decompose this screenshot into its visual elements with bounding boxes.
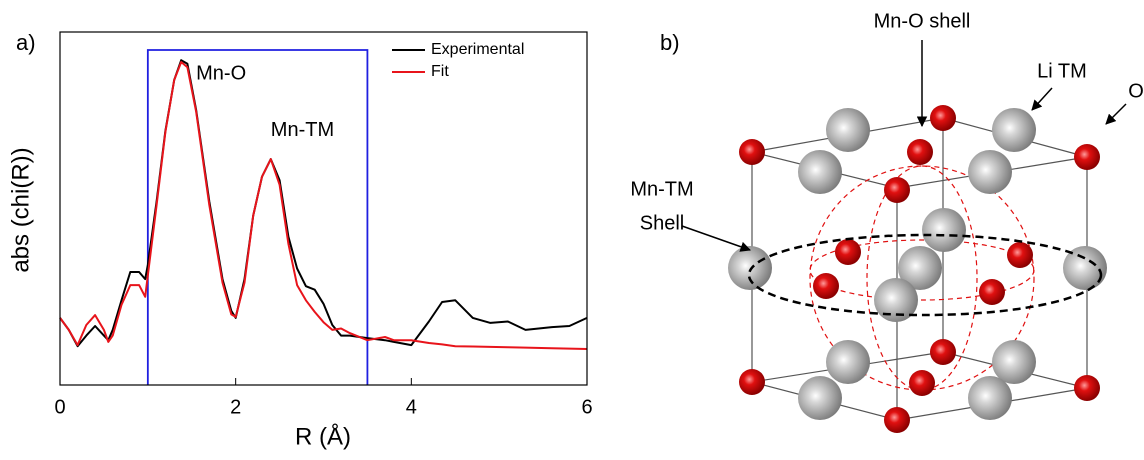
x-tick-label: 6 xyxy=(581,396,592,418)
arrows xyxy=(681,40,1127,252)
y-axis-label: abs (chi(R)) xyxy=(7,147,34,272)
legend-label: Experimental xyxy=(431,41,524,58)
panel-label: a) xyxy=(16,30,36,55)
series-line xyxy=(59,61,588,350)
panel-label: b) xyxy=(660,30,680,55)
label-o: O xyxy=(1128,80,1144,102)
label-shell: Shell xyxy=(640,212,684,234)
plot-frame xyxy=(59,31,588,386)
annotation: Mn-O xyxy=(196,63,246,85)
plot-area: 0 2 4 6 Experimental Fit Mn-O Mn-TM xyxy=(54,41,592,418)
x-tick-label: 2 xyxy=(230,396,241,418)
x-tick-label: 0 xyxy=(54,396,65,418)
legend-label: Fit xyxy=(431,63,449,80)
fit-window xyxy=(146,49,369,385)
annotation: Mn-TM xyxy=(271,119,334,141)
label-mn-o-shell: Mn-O shell xyxy=(874,10,971,32)
atoms xyxy=(728,105,1107,433)
x-tick-label: 4 xyxy=(406,396,417,418)
series-line xyxy=(59,59,588,348)
label-li-tm: Li TM xyxy=(1037,60,1087,82)
label-mn-tm: Mn-TM xyxy=(630,178,693,200)
mn-tm-shell-ellipse xyxy=(747,233,1103,317)
x-axis-label: R (Å) xyxy=(295,422,351,450)
